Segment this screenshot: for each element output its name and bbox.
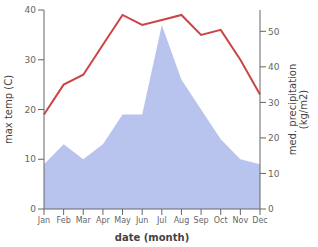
svg-text:Mar: Mar xyxy=(76,216,92,225)
svg-text:Aug: Aug xyxy=(174,216,190,225)
svg-text:0: 0 xyxy=(30,204,36,214)
svg-text:date (month): date (month) xyxy=(115,232,189,243)
svg-text:med. precipitation(kg/m2): med. precipitation(kg/m2) xyxy=(287,64,309,156)
svg-text:May: May xyxy=(114,216,131,225)
svg-text:max temp (C): max temp (C) xyxy=(8,75,14,144)
svg-text:20: 20 xyxy=(268,133,280,143)
svg-text:0: 0 xyxy=(268,204,274,214)
svg-text:Apr: Apr xyxy=(96,216,111,225)
svg-text:40: 40 xyxy=(268,62,280,72)
svg-text:Nov: Nov xyxy=(233,216,249,225)
svg-text:40: 40 xyxy=(25,5,37,15)
svg-text:Sep: Sep xyxy=(194,216,209,225)
svg-text:20: 20 xyxy=(25,105,37,115)
svg-text:30: 30 xyxy=(25,55,37,65)
svg-text:Jan: Jan xyxy=(37,216,50,225)
svg-text:10: 10 xyxy=(268,169,280,179)
svg-text:30: 30 xyxy=(268,98,280,108)
svg-text:Dec: Dec xyxy=(252,216,267,225)
svg-text:Oct: Oct xyxy=(214,216,228,225)
svg-text:50: 50 xyxy=(268,27,280,37)
svg-text:Jul: Jul xyxy=(156,216,167,225)
svg-text:10: 10 xyxy=(25,154,37,164)
svg-text:Feb: Feb xyxy=(57,216,71,225)
svg-text:Jun: Jun xyxy=(135,216,149,225)
